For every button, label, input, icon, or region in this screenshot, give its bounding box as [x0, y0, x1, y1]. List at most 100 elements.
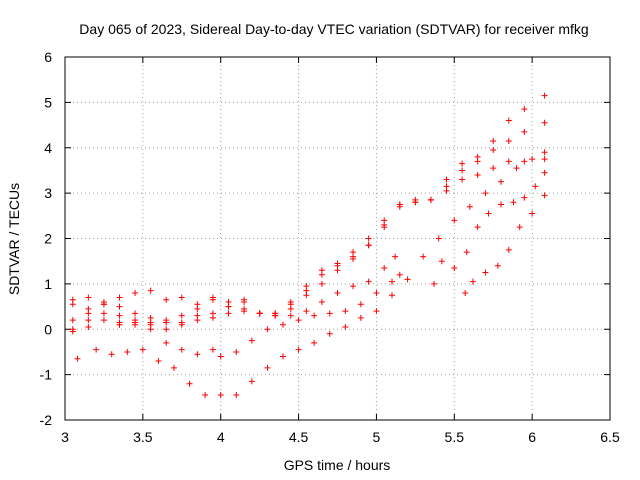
- data-point: [350, 283, 357, 290]
- data-point: [326, 310, 333, 317]
- x-tick-label: 5.5: [445, 429, 465, 445]
- data-point: [318, 280, 325, 287]
- data-point: [521, 158, 528, 165]
- x-tick-label: 4.5: [289, 429, 309, 445]
- data-point: [311, 339, 318, 346]
- data-point: [178, 346, 185, 353]
- data-point: [365, 278, 372, 285]
- data-point: [280, 353, 286, 360]
- data-point: [490, 137, 497, 144]
- data-point: [116, 319, 123, 326]
- data-point: [420, 253, 427, 260]
- data-point: [541, 169, 548, 176]
- data-point: [241, 296, 248, 303]
- data-point: [474, 171, 481, 178]
- data-point: [451, 217, 458, 224]
- data-point: [171, 364, 177, 371]
- data-point: [529, 156, 536, 163]
- axis-ticks: 3 3.5 4 4.5 5 5.5 6 6.5 -2 -1 0 1 2 3 4 5 6: [40, 49, 620, 445]
- data-point: [132, 319, 139, 326]
- data-point: [381, 217, 388, 224]
- data-point: [147, 326, 154, 333]
- data-point: [342, 308, 349, 315]
- data-point: [178, 294, 185, 301]
- y-tick-label: 3: [44, 185, 52, 201]
- data-point: [510, 199, 517, 206]
- data-point: [163, 326, 170, 333]
- data-point: [541, 119, 548, 126]
- series-track-5: [69, 253, 399, 333]
- data-point: [85, 305, 92, 312]
- data-point: [139, 346, 146, 353]
- data-point: [516, 224, 523, 231]
- data-point: [443, 176, 450, 183]
- series-track-1: [74, 149, 548, 399]
- data-point: [69, 296, 76, 303]
- data-point: [147, 287, 154, 294]
- data-point: [334, 262, 341, 269]
- data-point: [469, 278, 476, 285]
- x-tick-label: 3.5: [133, 429, 153, 445]
- data-point: [248, 337, 255, 344]
- data-point: [427, 196, 434, 203]
- data-point: [69, 328, 76, 335]
- data-point: [280, 321, 286, 328]
- data-point: [318, 299, 325, 306]
- data-point: [482, 269, 489, 276]
- data-point: [69, 317, 76, 324]
- data-point: [93, 346, 100, 353]
- data-point: [396, 271, 403, 278]
- data-point: [85, 317, 92, 324]
- data-point: [108, 351, 115, 358]
- data-point: [85, 294, 92, 301]
- data-point: [443, 183, 450, 190]
- data-point: [342, 323, 349, 330]
- data-point: [100, 310, 107, 317]
- data-point: [132, 310, 139, 317]
- data-point: [233, 392, 240, 399]
- data-point: [505, 158, 512, 165]
- data-point: [459, 176, 466, 183]
- data-point: [373, 308, 380, 315]
- data-point: [85, 323, 92, 330]
- data-point: [311, 312, 318, 319]
- data-point: [513, 165, 520, 172]
- y-tick-label: -1: [40, 367, 53, 383]
- x-axis-label: GPS time / hours: [284, 457, 391, 473]
- data-point: [287, 301, 294, 308]
- y-tick-label: 2: [44, 231, 52, 247]
- data-point: [459, 160, 466, 167]
- data-marks: [69, 92, 548, 399]
- data-point: [100, 317, 107, 324]
- data-point: [303, 287, 310, 294]
- data-point: [381, 224, 388, 231]
- data-point: [74, 355, 81, 362]
- data-point: [462, 289, 469, 296]
- grid: [65, 57, 610, 420]
- series-track-6: [69, 271, 403, 360]
- data-point: [431, 280, 438, 287]
- data-point: [498, 178, 504, 185]
- data-point: [186, 380, 193, 387]
- data-point: [435, 235, 442, 242]
- data-point: [248, 378, 255, 385]
- data-point: [463, 249, 470, 256]
- data-point: [490, 147, 497, 154]
- data-point: [505, 246, 512, 253]
- data-point: [494, 262, 501, 269]
- data-point: [381, 264, 388, 271]
- data-point: [209, 346, 216, 353]
- data-point: [357, 314, 364, 321]
- data-point: [272, 310, 279, 317]
- data-point: [256, 310, 263, 317]
- data-point: [412, 199, 419, 206]
- y-tick-label: 4: [44, 140, 52, 156]
- data-point: [392, 253, 399, 260]
- data-point: [521, 194, 528, 201]
- data-point: [357, 301, 364, 308]
- data-point: [194, 351, 201, 358]
- x-tick-label: 4: [217, 429, 225, 445]
- y-tick-label: 1: [44, 276, 52, 292]
- data-point: [264, 364, 271, 371]
